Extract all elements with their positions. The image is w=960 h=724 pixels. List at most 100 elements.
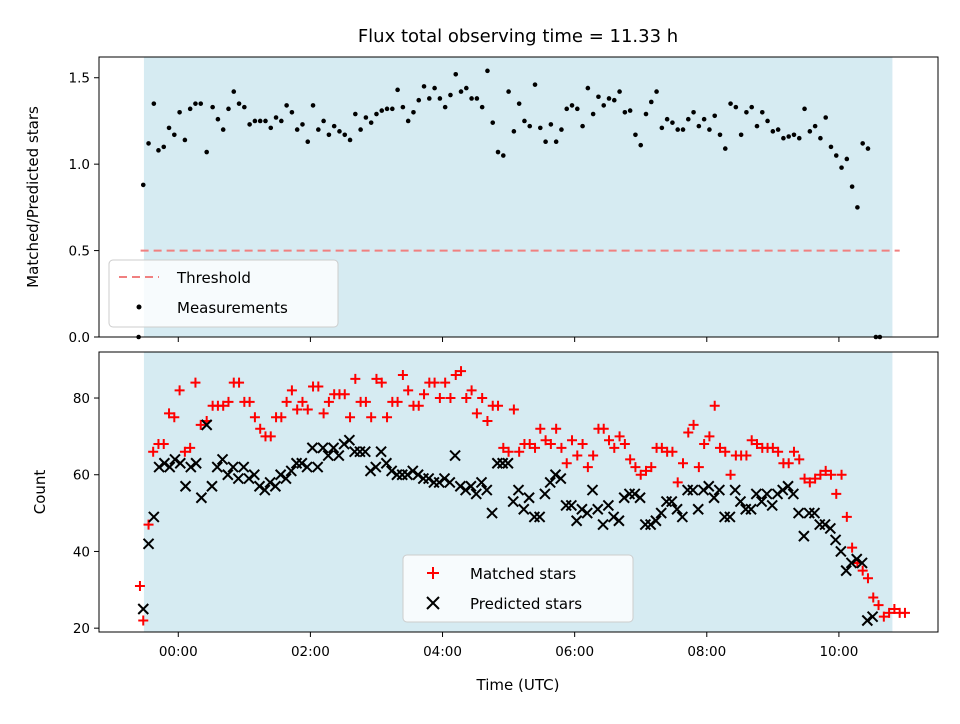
measurement-point — [321, 118, 326, 124]
measurement-point — [691, 110, 696, 115]
matched-star-point — [561, 458, 572, 469]
predicted-star-point — [782, 480, 794, 492]
predicted-star-point — [570, 515, 583, 527]
matched-star-point — [371, 373, 382, 384]
measurement-point — [204, 149, 209, 155]
measurement-point — [707, 127, 712, 132]
measurement-point — [775, 127, 781, 132]
predicted-star-point — [650, 515, 662, 527]
measurement-point — [379, 108, 385, 113]
measurement-point — [198, 101, 204, 106]
matched-star-point — [445, 393, 456, 404]
measurement-point — [606, 96, 612, 101]
predicted-star-point — [301, 461, 313, 473]
measurement-point — [738, 132, 744, 138]
measurement-point — [421, 84, 427, 89]
matched-star-point — [699, 439, 710, 450]
measurement-point — [464, 85, 469, 91]
measurement-point — [384, 106, 390, 112]
matched-star-point — [556, 442, 567, 453]
measurement-point — [368, 120, 374, 125]
predicted-star-point — [676, 511, 689, 523]
predicted-star-point — [327, 442, 340, 454]
matched-star-point — [847, 542, 858, 553]
predicted-star-point — [586, 484, 599, 496]
matched-star-point — [148, 446, 159, 457]
matched-star-point — [783, 458, 794, 469]
legend-predicted-label: Predicted stars — [470, 595, 582, 613]
predicted-star-point — [708, 492, 720, 504]
matched-star-point — [138, 615, 149, 626]
matched-star-point — [825, 469, 836, 480]
predicted-star-point — [755, 495, 768, 508]
measurement-point — [316, 127, 321, 132]
predicted-star-point — [576, 503, 588, 515]
matched-star-point — [899, 607, 910, 618]
predicted-star-point — [343, 434, 356, 446]
predicted-star-point — [634, 492, 646, 504]
legend-predicted-swatch — [426, 596, 440, 610]
matched-star-point — [179, 446, 190, 457]
measurement-point — [432, 85, 437, 91]
matched-star-point — [345, 412, 356, 423]
measurement-point — [791, 132, 797, 138]
y-tick-label: 80 — [73, 391, 90, 407]
matched-star-point — [164, 408, 175, 419]
chart-title: Flux total observing time = 11.33 h — [358, 26, 678, 47]
matched-star-point — [635, 469, 646, 480]
measurement-point — [495, 149, 501, 155]
predicted-star-point — [734, 495, 747, 508]
predicted-star-point — [169, 453, 181, 466]
legend-matched-label: Matched stars — [470, 565, 576, 583]
matched-star-point — [656, 442, 667, 453]
matched-star-point — [292, 404, 303, 415]
measurement-point — [146, 141, 151, 146]
predicted-star-point — [687, 484, 699, 496]
measurement-point — [353, 111, 358, 117]
y-tick-label: 40 — [73, 544, 90, 560]
measurement-point — [501, 153, 506, 158]
measurement-point — [749, 104, 755, 110]
matched-star-point — [382, 412, 393, 423]
measurement-point — [611, 97, 617, 103]
measurement-point — [347, 137, 353, 143]
predicted-star-point — [539, 488, 551, 500]
predicted-star-point — [465, 480, 477, 492]
predicted-star-point — [359, 446, 371, 458]
predicted-star-point — [142, 538, 155, 550]
measurement-point — [231, 89, 237, 94]
predicted-star-point — [185, 461, 197, 473]
predicted-star-point — [829, 534, 842, 546]
measurement-point — [590, 111, 596, 117]
matched-star-point — [841, 511, 852, 522]
measurement-point — [696, 123, 702, 129]
measurement-point — [300, 122, 305, 127]
matched-star-point — [134, 580, 145, 591]
measurement-point — [527, 123, 533, 129]
matched-star-point — [704, 431, 715, 442]
matched-star-point — [630, 462, 641, 473]
matched-star-point — [286, 385, 297, 396]
measurement-point — [448, 92, 453, 98]
matched-star-point — [820, 465, 831, 476]
matched-star-point — [318, 408, 329, 419]
matched-star-point — [672, 477, 683, 488]
measurement-point — [400, 104, 406, 110]
predicted-star-point — [433, 476, 445, 489]
predicted-star-point — [412, 469, 424, 481]
matched-star-point — [598, 423, 609, 434]
matched-star-point — [688, 419, 699, 430]
matched-star-points — [134, 366, 910, 626]
measurement-point — [151, 101, 157, 106]
predicted-star-point — [523, 492, 535, 504]
measurement-point — [405, 118, 411, 124]
measurement-point — [559, 127, 564, 132]
measurement-point — [273, 115, 279, 120]
matched-star-point — [884, 607, 895, 618]
measurement-point — [474, 96, 480, 101]
measurement-point — [187, 106, 193, 112]
matched-star-point — [725, 469, 736, 480]
measurement-point — [268, 125, 274, 131]
top-y-axis-label: Matched/Predicted stars — [24, 106, 42, 288]
measurement-point — [294, 127, 300, 132]
